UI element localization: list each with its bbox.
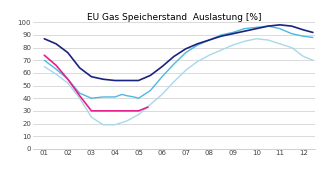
2021	[78, 94, 82, 97]
2021	[113, 110, 117, 112]
2019	[231, 31, 235, 33]
Line: 2020: 2020	[44, 25, 313, 81]
Line: 2018: 2018	[44, 39, 313, 125]
2020	[78, 67, 82, 69]
2019	[242, 28, 246, 30]
2021	[89, 110, 93, 112]
2020	[101, 78, 105, 80]
2018	[89, 116, 93, 118]
2019	[66, 78, 70, 80]
2018	[231, 44, 235, 46]
2019	[132, 96, 136, 98]
2018	[207, 54, 211, 56]
Line: 2019: 2019	[44, 26, 313, 98]
2018	[290, 46, 294, 49]
2020	[113, 79, 117, 82]
2020	[125, 79, 129, 82]
2019	[89, 97, 93, 99]
2018	[266, 39, 270, 41]
2019	[278, 28, 282, 30]
2021	[66, 78, 70, 80]
2018	[78, 97, 82, 99]
2020	[254, 28, 258, 30]
2020	[242, 30, 246, 32]
2020	[66, 52, 70, 54]
2018	[160, 93, 164, 96]
2019	[113, 96, 117, 98]
2019	[311, 36, 315, 39]
2018	[125, 120, 129, 122]
2020	[160, 65, 164, 68]
2020	[54, 43, 58, 45]
2019	[184, 52, 188, 54]
2019	[42, 59, 46, 61]
2018	[66, 82, 70, 84]
2019	[219, 34, 223, 36]
2020	[219, 35, 223, 37]
2021	[42, 54, 46, 56]
2021	[54, 64, 58, 66]
2019	[54, 68, 58, 70]
2019	[101, 96, 105, 98]
2018	[302, 55, 306, 58]
2019	[302, 35, 306, 37]
2018	[148, 103, 152, 106]
2018	[136, 113, 140, 116]
2021	[146, 106, 150, 108]
2019	[196, 44, 200, 46]
2019	[148, 89, 152, 92]
2019	[125, 94, 129, 97]
2019	[172, 63, 176, 65]
2020	[278, 24, 282, 26]
Line: 2021: 2021	[44, 55, 148, 111]
2018	[113, 124, 117, 126]
2019	[290, 33, 294, 35]
2019	[254, 26, 258, 28]
2018	[219, 49, 223, 51]
2018	[254, 38, 258, 40]
2020	[184, 48, 188, 50]
2020	[42, 38, 46, 40]
2020	[172, 55, 176, 58]
2018	[54, 73, 58, 75]
2019	[78, 92, 82, 94]
2020	[196, 43, 200, 45]
2019	[207, 39, 211, 41]
2020	[148, 74, 152, 77]
2018	[242, 40, 246, 42]
2021	[125, 110, 129, 112]
2020	[89, 76, 93, 78]
2019	[120, 93, 124, 96]
2019	[266, 25, 270, 27]
2020	[136, 79, 140, 82]
2018	[278, 43, 282, 45]
2018	[42, 65, 46, 68]
2020	[302, 29, 306, 31]
2020	[311, 31, 315, 33]
2018	[184, 69, 188, 71]
2018	[172, 81, 176, 83]
2020	[266, 25, 270, 27]
2019	[136, 97, 140, 99]
2019	[160, 76, 164, 78]
2020	[207, 39, 211, 41]
2021	[136, 110, 140, 112]
2018	[101, 124, 105, 126]
2020	[231, 33, 235, 35]
2018	[196, 60, 200, 63]
2020	[290, 25, 294, 27]
Title: EU Gas Speicherstand  Auslastung [%]: EU Gas Speicherstand Auslastung [%]	[87, 12, 261, 22]
2018	[311, 59, 315, 61]
2021	[101, 110, 105, 112]
